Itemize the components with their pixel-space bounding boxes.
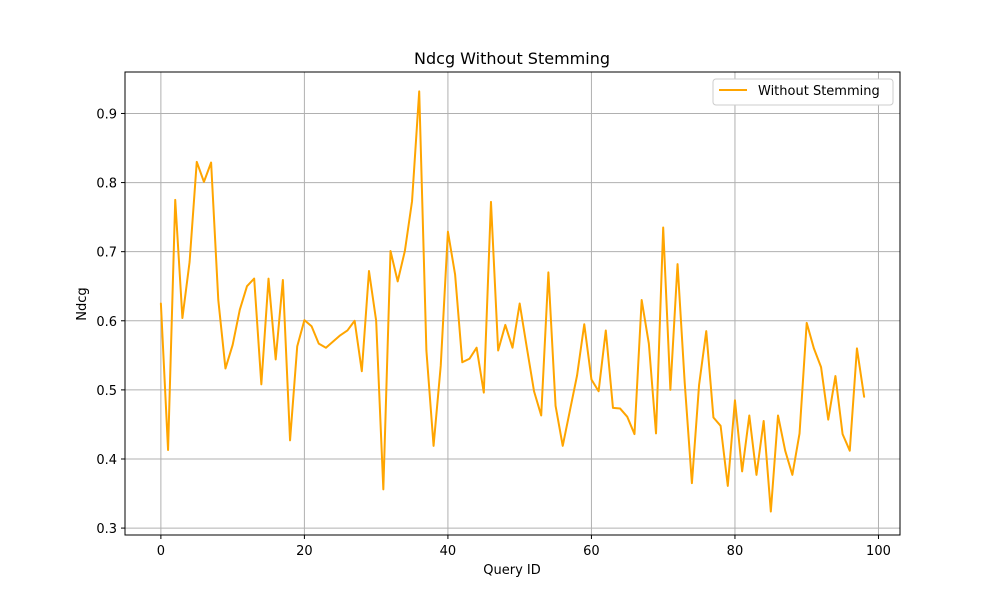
legend: Without Stemming — [712, 78, 894, 106]
y-tick-label: 0.8 — [96, 177, 117, 192]
chart-title: Ndcg Without Stemming — [414, 49, 610, 68]
x-tick-label: 0 — [157, 544, 165, 559]
y-axis: 0.3 0.4 0.5 0.6 0.7 0.8 0.9 — [96, 107, 125, 537]
legend-label: Without Stemming — [758, 84, 880, 99]
y-tick-label: 0.6 — [96, 315, 117, 330]
x-tick-label: 100 — [866, 544, 891, 559]
series-line — [159, 90, 866, 513]
y-tick-label: 0.7 — [96, 246, 117, 261]
x-tick-label: 40 — [440, 544, 457, 559]
x-axis-label: Query ID — [483, 563, 540, 578]
x-axis: 0 20 40 60 80 100 — [157, 535, 891, 559]
plot-frame — [124, 71, 901, 536]
y-tick-label: 0.5 — [96, 384, 117, 399]
x-tick-label: 20 — [296, 544, 313, 559]
y-tick-label: 0.9 — [96, 107, 117, 122]
series-layer — [159, 90, 866, 513]
grid-lines — [125, 72, 900, 535]
x-tick-label: 80 — [727, 544, 744, 559]
y-tick-label: 0.4 — [96, 453, 117, 468]
y-tick-label: 0.3 — [96, 522, 117, 537]
x-tick-label: 60 — [583, 544, 600, 559]
legend-box — [712, 78, 894, 106]
y-axis-label: Ndcg — [75, 287, 90, 320]
